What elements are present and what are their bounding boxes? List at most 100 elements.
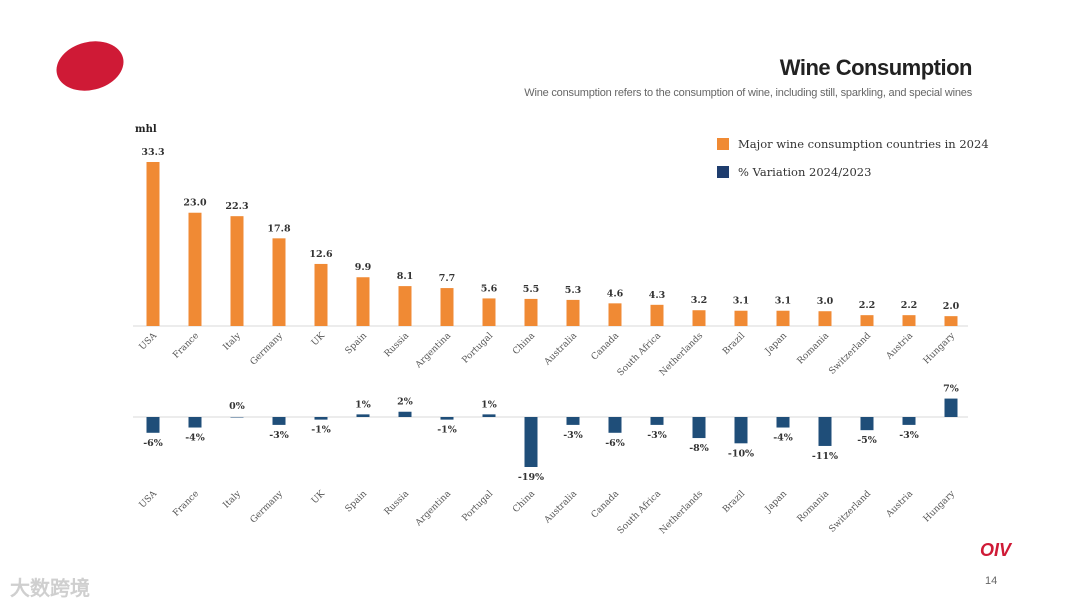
consumption-label-japan: 3.1 [775,296,792,307]
consumption-bar-china [524,298,538,326]
oiv-logo: OIV [980,540,1012,560]
top-tick-romania: Romania [796,331,832,367]
consumption-label-china: 5.5 [523,284,540,295]
variation-label-russia: 2% [397,397,413,408]
bottom-tick-brazil: Brazil [721,489,747,515]
variation-bar-romania [818,417,832,446]
variation-bar-south-africa [650,417,664,425]
variation-bar-china [524,417,538,467]
variation-label-canada: -6% [605,438,625,449]
top-tick-spain: Spain [344,331,370,357]
variation-label-usa: -6% [143,438,163,449]
consumption-bar-spain [356,277,370,326]
legend-label-consumption: Major wine consumption countries in 2024 [738,137,989,151]
variation-label-portugal: 1% [481,399,497,410]
consumption-label-switzerland: 2.2 [859,300,876,311]
page-subtitle: Wine consumption refers to the consumpti… [524,87,972,99]
variation-bar-austria [902,417,916,425]
variation-label-hungary: 7% [943,384,959,395]
variation-label-netherlands: -8% [689,443,709,454]
variation-bar-uk [314,417,328,420]
variation-bar-russia [398,411,412,417]
variation-bar-italy [230,417,244,418]
top-tick-china: China [511,331,537,357]
bottom-tick-china: China [511,489,537,515]
variation-label-italy: 0% [229,401,245,412]
consumption-label-italy: 22.3 [225,201,248,212]
variation-bar-brazil [734,417,748,444]
consumption-label-russia: 8.1 [397,271,414,282]
consumption-label-portugal: 5.6 [481,283,498,294]
y-unit-label: mhl [135,124,157,135]
consumption-bar-romania [818,311,832,326]
variation-bar-hungary [944,398,958,417]
variation-bar-switzerland [860,417,874,431]
consumption-bar-switzerland [860,315,874,326]
bottom-tick-south-africa: South Africa [616,489,664,537]
bottom-tick-switzerland: Switzerland [827,489,873,535]
bottom-tick-austria: Austria [884,489,916,521]
variation-label-austria: -3% [899,430,919,441]
bottom-tick-usa: USA [138,489,160,511]
consumption-bar-netherlands [692,310,706,326]
legend-swatch-navy [717,166,729,178]
watermark: 大数跨境 [10,578,90,600]
bottom-tick-spain: Spain [344,489,370,515]
variation-bar-japan [776,417,790,428]
consumption-bar-france [188,212,202,326]
bottom-tick-france: France [171,489,201,519]
consumption-bar-uk [314,263,328,326]
page-title: Wine Consumption [779,55,973,80]
consumption-bar-usa [146,162,160,326]
bottom-tick-germany: Germany [249,488,286,525]
top-tick-russia: Russia [383,331,412,360]
consumption-label-canada: 4.6 [607,288,624,299]
legend-entry-variation: % Variation 2024/2023 [717,164,989,180]
variation-bar-argentina [440,417,454,420]
consumption-bar-italy [230,216,244,326]
consumption-bar-south-africa [650,304,664,326]
consumption-bar-brazil [734,310,748,326]
consumption-bar-australia [566,299,580,326]
legend-label-variation: % Variation 2024/2023 [738,165,872,179]
bottom-tick-portugal: Portugal [461,489,496,524]
variation-label-germany: -3% [269,430,289,441]
bottom-tick-italy: Italy [222,488,244,510]
top-tick-uk: UK [310,331,327,348]
legend-entry-consumption: Major wine consumption countries in 2024 [717,136,989,152]
consumption-label-netherlands: 3.2 [691,295,708,306]
consumption-label-france: 23.0 [183,198,207,209]
variation-bar-portugal [482,414,496,417]
variation-label-argentina: -1% [437,425,457,436]
consumption-bar-portugal [482,298,496,326]
variation-bar-france [188,417,202,428]
top-tick-japan: Japan [763,331,789,357]
legend-swatch-orange [717,138,729,150]
top-tick-canada: Canada [590,331,622,363]
consumption-label-uk: 12.6 [309,249,333,260]
top-tick-austria: Austria [884,331,916,363]
variation-bar-usa [146,417,160,433]
variation-bar-spain [356,414,370,417]
top-tick-usa: USA [138,331,160,353]
variation-label-switzerland: -5% [857,435,877,446]
bottom-tick-canada: Canada [590,489,622,521]
variation-bar-canada [608,417,622,433]
consumption-label-australia: 5.3 [565,285,582,296]
consumption-label-usa: 33.3 [141,147,164,158]
top-tick-portugal: Portugal [461,331,496,366]
consumption-label-romania: 3.0 [817,296,834,307]
bottom-tick-argentina: Argentina [413,489,453,529]
bottom-tick-hungary: Hungary [922,488,958,524]
legend: Major wine consumption countries in 2024… [717,136,989,192]
top-tick-hungary: Hungary [922,330,958,366]
variation-label-australia: -3% [563,430,583,441]
variation-label-south-africa: -3% [647,430,667,441]
top-tick-argentina: Argentina [413,331,453,371]
variation-label-japan: -4% [773,433,793,444]
consumption-label-austria: 2.2 [901,300,918,311]
consumption-bar-hungary [944,316,958,326]
top-tick-australia: Australia [542,331,579,368]
consumption-label-germany: 17.8 [267,223,291,234]
top-tick-switzerland: Switzerland [827,331,873,377]
